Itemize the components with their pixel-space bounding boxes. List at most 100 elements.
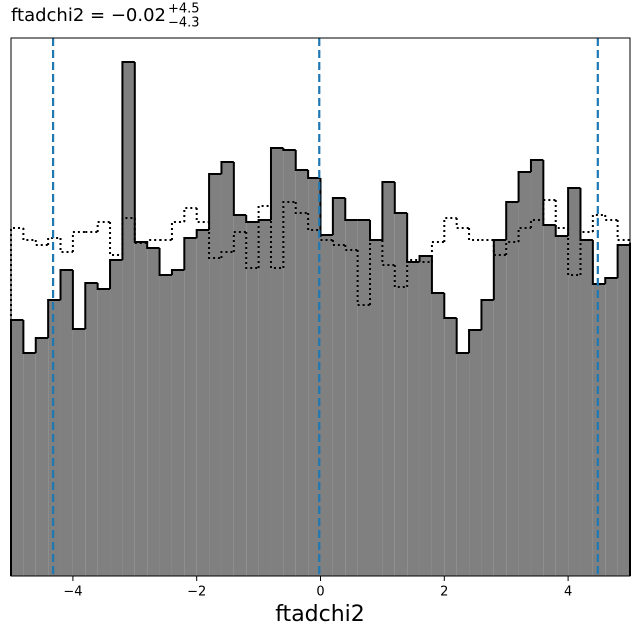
- title-subscript: −4.3: [168, 16, 200, 31]
- histogram-bar: [332, 198, 346, 576]
- histogram-outline: [579, 188, 593, 241]
- histogram-bar: [171, 270, 185, 576]
- histogram-outline: [170, 269, 185, 275]
- histogram-step: [591, 214, 606, 232]
- histogram-bar: [320, 235, 333, 576]
- histogram-bar: [617, 245, 630, 576]
- histogram-bar: [419, 256, 432, 576]
- histogram-outline: [381, 181, 395, 240]
- histogram-bar: [357, 220, 371, 576]
- histogram-step: [505, 241, 519, 255]
- histogram-bar: [11, 320, 24, 576]
- histogram-outline: [22, 320, 36, 354]
- histogram-step: [294, 202, 309, 214]
- histogram-step: [430, 241, 445, 262]
- histogram-step: [245, 232, 259, 269]
- histogram-outline: [195, 229, 210, 238]
- histogram-outline: [455, 318, 470, 354]
- histogram-bar: [60, 270, 73, 576]
- histogram-step: [22, 228, 36, 241]
- histogram-bar: [592, 284, 606, 576]
- histogram-outline: [84, 282, 98, 329]
- histogram-outline: [245, 215, 259, 223]
- histogram-bar: [431, 293, 445, 576]
- histogram-bar: [196, 230, 210, 576]
- histogram-step: [133, 218, 148, 244]
- histogram-outline: [282, 148, 296, 151]
- histogram-bar: [580, 240, 593, 576]
- title-superscript: +4.5: [168, 2, 200, 17]
- histogram-outline: [307, 170, 321, 179]
- histogram-outline: [542, 160, 556, 226]
- histogram-outline: [554, 225, 569, 237]
- histogram-step: [195, 208, 210, 223]
- histogram-step: [319, 230, 333, 241]
- histogram-step: [579, 231, 593, 275]
- histogram-bar: [23, 353, 36, 576]
- histogram-outline: [369, 220, 383, 241]
- histogram-bar: [370, 240, 383, 576]
- histogram-step: [529, 219, 544, 228]
- histogram-step: [307, 213, 321, 231]
- histogram-step: [269, 206, 284, 269]
- histogram-bar: [97, 289, 111, 576]
- x-tick-label: 0: [316, 585, 324, 600]
- histogram-outline: [183, 237, 197, 270]
- histogram-bar: [134, 242, 148, 576]
- histogram-bar: [258, 220, 271, 576]
- histogram-step: [542, 199, 556, 220]
- histogram-bar: [481, 300, 494, 576]
- histogram-step: [96, 221, 111, 232]
- histogram-bar: [456, 353, 470, 576]
- histogram-outline: [71, 270, 86, 330]
- histogram-outline: [158, 248, 172, 276]
- histogram-outline: [517, 171, 531, 202]
- histogram-outline: [406, 213, 420, 263]
- histogram-step: [554, 200, 569, 229]
- histogram-step: [183, 207, 197, 222]
- histogram-bar: [518, 172, 531, 576]
- histogram-bar: [394, 213, 408, 576]
- histogram-bar: [159, 275, 172, 576]
- histogram-bar: [345, 220, 358, 576]
- x-tick-label: 4: [564, 585, 572, 600]
- histogram-step: [344, 245, 358, 251]
- histogram-step: [369, 239, 383, 305]
- histogram-outline: [47, 299, 61, 338]
- histogram-step: [393, 265, 408, 288]
- histogram-step: [208, 222, 222, 259]
- histogram-step: [567, 228, 581, 276]
- histogram-outline: [393, 182, 408, 214]
- histogram-bar: [295, 170, 309, 576]
- histogram-step: [331, 240, 346, 246]
- histogram-step: [406, 259, 420, 287]
- histogram-bar: [530, 160, 544, 576]
- histogram-outline: [505, 201, 519, 240]
- histogram-outline: [34, 337, 49, 353]
- histogram-step: [71, 231, 86, 252]
- histogram-outline: [529, 159, 544, 172]
- histogram-step: [47, 237, 61, 245]
- histogram-bar: [493, 240, 507, 576]
- histogram-step: [418, 260, 432, 263]
- x-tick-label: −4: [63, 585, 82, 600]
- histogram-bar: [308, 178, 321, 576]
- histogram-bar: [283, 150, 296, 576]
- histogram-bar: [184, 238, 197, 576]
- histogram-bar: [85, 283, 98, 576]
- histogram-bar: [506, 202, 519, 576]
- histogram-step: [356, 250, 371, 306]
- histogram-step: [282, 201, 296, 268]
- histogram-outline: [220, 161, 234, 174]
- histogram-step: [381, 240, 395, 266]
- histogram-outline: [604, 277, 618, 284]
- histogram-bar: [221, 162, 234, 576]
- histogram-bar: [233, 215, 247, 576]
- histogram-step: [257, 205, 271, 268]
- histogram-step: [121, 217, 135, 255]
- histogram-step: [170, 221, 185, 240]
- histogram-step: [604, 215, 618, 221]
- x-axis-label: ftadchi2: [275, 602, 365, 627]
- histogram-bar: [270, 148, 284, 576]
- histogram-outline: [269, 147, 284, 220]
